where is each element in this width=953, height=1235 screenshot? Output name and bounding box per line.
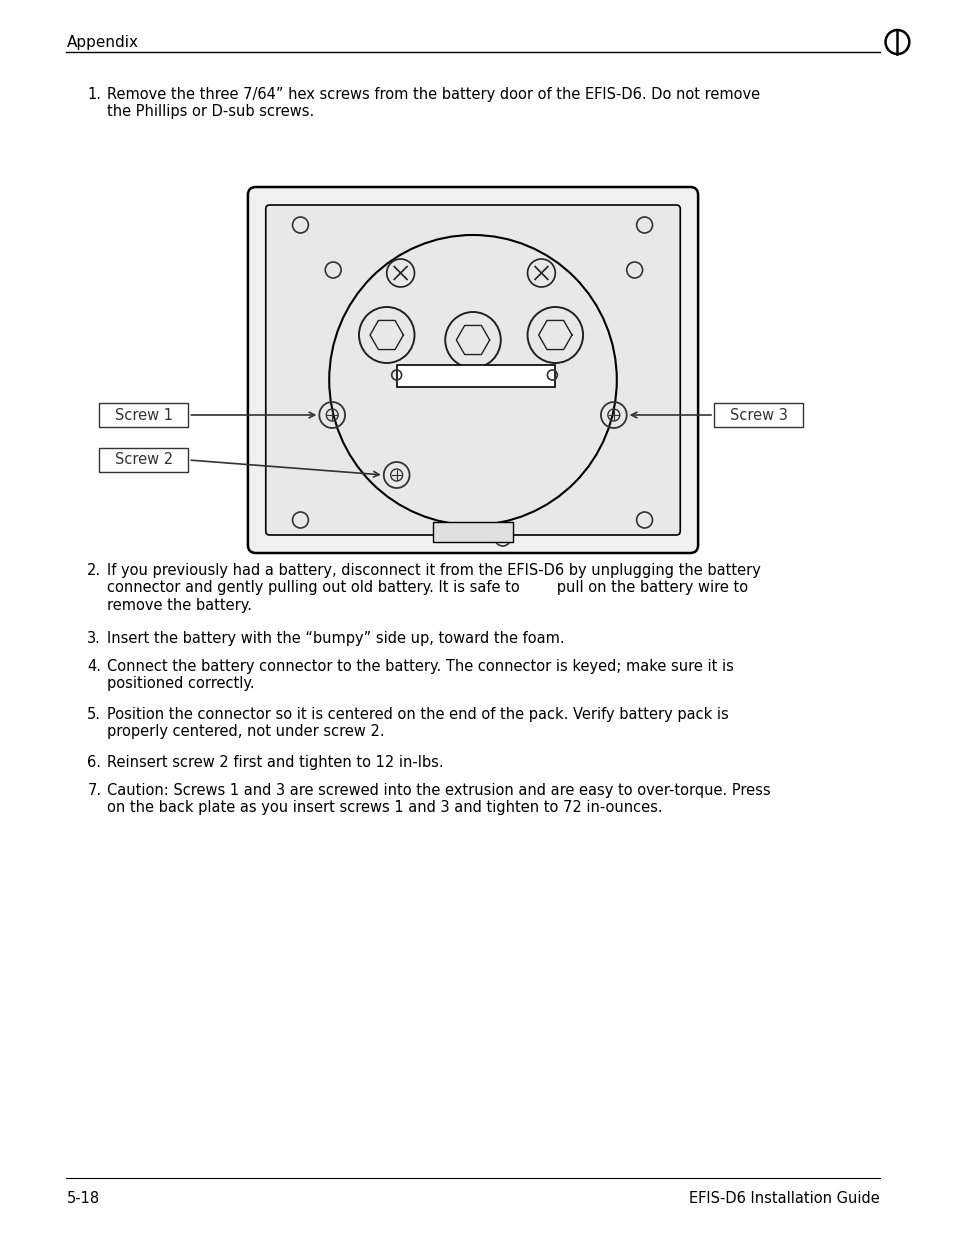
Text: 7.: 7. [87,783,101,798]
Text: Connect the battery connector to the battery. The connector is keyed; make sure : Connect the battery connector to the bat… [107,659,733,692]
Text: Screw 1: Screw 1 [114,408,172,422]
Bar [713,403,802,427]
FancyBboxPatch shape [266,205,679,535]
Bar [99,448,188,472]
Text: EFIS-D6 Installation Guide: EFIS-D6 Installation Guide [688,1191,879,1207]
Bar [433,522,512,542]
Bar [99,403,188,427]
Text: Screw 3: Screw 3 [729,408,787,422]
Text: 5.: 5. [87,706,101,722]
Text: Insert the battery with the “bumpy” side up, toward the foam.: Insert the battery with the “bumpy” side… [107,631,564,646]
Text: 2.: 2. [87,563,101,578]
Text: Appendix: Appendix [67,35,138,49]
Text: 3.: 3. [87,631,101,646]
Text: 1.: 1. [87,86,101,103]
Bar [396,366,555,387]
Text: 6.: 6. [87,755,101,769]
Text: 4.: 4. [87,659,101,674]
Text: 5-18: 5-18 [67,1191,99,1207]
Text: Screw 2: Screw 2 [114,452,172,468]
Text: Position the connector so it is centered on the end of the pack. Verify battery : Position the connector so it is centered… [107,706,728,740]
Text: If you previously had a battery, disconnect it from the EFIS-D6 by unplugging th: If you previously had a battery, disconn… [107,563,760,613]
FancyBboxPatch shape [248,186,698,553]
Text: Remove the three 7/64” hex screws from the battery door of the EFIS-D6. Do not r: Remove the three 7/64” hex screws from t… [107,86,760,120]
Text: Reinsert screw 2 first and tighten to 12 in-lbs.: Reinsert screw 2 first and tighten to 12… [107,755,443,769]
Text: Caution: Screws 1 and 3 are screwed into the extrusion and are easy to over-torq: Caution: Screws 1 and 3 are screwed into… [107,783,770,815]
